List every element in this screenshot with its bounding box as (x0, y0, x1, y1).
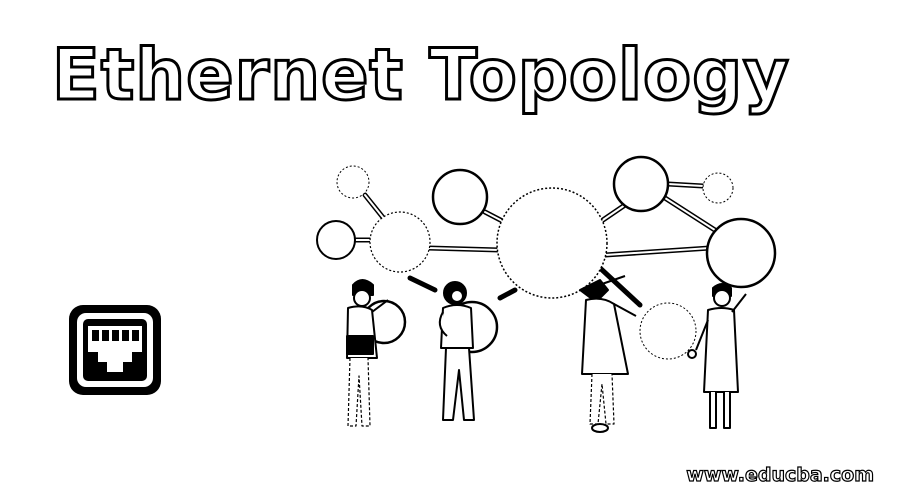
node-hub (496, 187, 608, 299)
person-figure-4 (687, 283, 747, 429)
node-left-large (369, 211, 431, 273)
node-lower-right (639, 302, 697, 360)
watermark: www.educba.com (686, 463, 875, 486)
node-small-right (702, 172, 734, 204)
node-small-top-left (336, 165, 370, 199)
network-nodes (316, 155, 777, 360)
node-top (431, 168, 489, 226)
ethernet-port-icon (69, 305, 161, 395)
person-figure-2 (438, 281, 475, 421)
person-figure-1 (346, 279, 389, 427)
page-title: Ethernet Topology (51, 34, 791, 116)
node-left (316, 220, 356, 260)
node-top-right (612, 155, 670, 213)
person-figure-3 (579, 275, 637, 433)
node-right (705, 217, 777, 289)
